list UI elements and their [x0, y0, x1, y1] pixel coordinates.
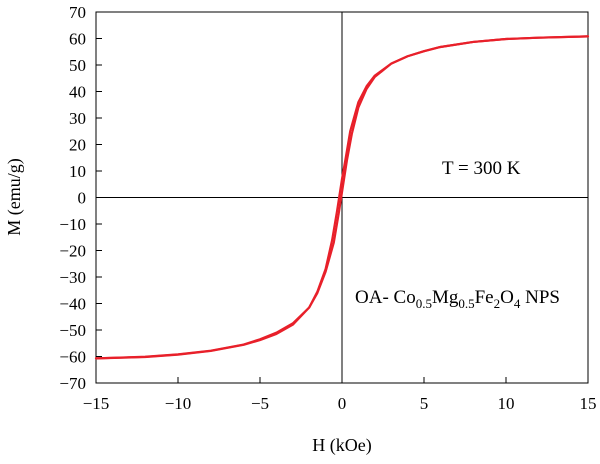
x-tick-label: 15 [580, 394, 597, 413]
y-axis-title: M (emu/g) [4, 158, 25, 235]
y-tick-label: −60 [59, 348, 86, 367]
y-tick-label: −20 [59, 242, 86, 261]
x-tick-label: 0 [338, 394, 347, 413]
y-tick-label: 70 [69, 3, 86, 22]
x-tick-label: 5 [420, 394, 429, 413]
x-tick-label: 10 [498, 394, 515, 413]
x-tick-label: −15 [83, 394, 110, 413]
y-tick-label: 10 [69, 162, 86, 181]
y-tick-label: 30 [69, 109, 86, 128]
y-tick-label: 60 [69, 30, 86, 49]
axis-ticks [95, 11, 589, 384]
x-tick-label: −5 [251, 394, 269, 413]
axis-tick-labels: −15 −10 −5 0 5 10 15−70−60−50−40−30−20−1001020… [59, 3, 596, 413]
y-tick-label: −30 [59, 268, 86, 287]
x-tick-label: −10 [165, 394, 192, 413]
y-tick-label: −40 [59, 295, 86, 314]
y-tick-label: 40 [69, 83, 86, 102]
y-tick-label: −70 [59, 374, 86, 393]
x-axis-title: H (kOe) [312, 435, 371, 456]
y-tick-label: −10 [59, 215, 86, 234]
sample-annotation: OA- Co0.5Mg0.5Fe2O4 NPS [355, 287, 560, 311]
descending-branch-line [94, 35, 590, 360]
y-tick-label: −50 [59, 321, 86, 340]
temperature-annotation: T = 300 K [442, 158, 521, 179]
y-tick-label: 20 [69, 136, 86, 155]
y-tick-label: 50 [69, 56, 86, 75]
hysteresis-curves [94, 35, 590, 360]
y-tick-label: 0 [78, 189, 87, 208]
